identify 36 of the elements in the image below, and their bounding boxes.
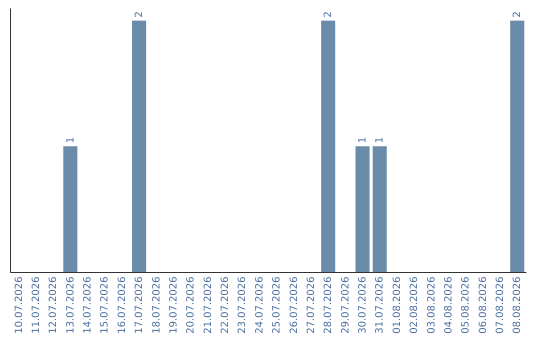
x-tick-label: 26.07.2026 (288, 276, 300, 334)
x-tick-label: 03.08.2026 (426, 276, 438, 334)
x-tick-label: 10.07.2026 (14, 276, 25, 334)
x-tick-label: 13.07.2026 (65, 276, 76, 334)
x-tick-label: 12.07.2026 (48, 276, 60, 334)
x-tick-label: 02.08.2026 (409, 276, 420, 334)
data-label: 2 (323, 11, 334, 18)
x-tick-label: 27.07.2026 (306, 276, 317, 334)
x-tick-label: 20.07.2026 (186, 276, 197, 334)
x-tick-label: 30.07.2026 (358, 276, 369, 334)
x-tick-label: 06.08.2026 (478, 276, 489, 334)
x-tick-label: 29.07.2026 (340, 276, 352, 334)
x-tick-label: 28.07.2026 (323, 276, 334, 334)
x-tick-label: 24.07.2026 (254, 276, 266, 334)
x-tick-label: 17.07.2026 (134, 276, 146, 334)
x-tick-label: 16.07.2026 (116, 276, 128, 334)
x-tick-label: 18.07.2026 (151, 276, 162, 334)
x-tick-label: 08.08.2026 (512, 276, 524, 334)
x-tick-label: 04.08.2026 (443, 276, 454, 334)
data-label: 1 (65, 136, 76, 144)
x-tick-label: 21.07.2026 (202, 276, 214, 334)
x-tick-label: 31.07.2026 (374, 276, 386, 334)
data-label: 1 (358, 136, 369, 144)
x-tick-label: 01.08.2026 (392, 276, 403, 334)
x-tick-label: 19.07.2026 (168, 276, 180, 334)
x-tick-label: 22.07.2026 (220, 276, 232, 334)
x-tick-label: 11.07.2026 (30, 276, 42, 334)
data-label: 1 (374, 136, 386, 144)
data-label: 2 (134, 11, 146, 18)
data-label: 2 (512, 11, 524, 18)
x-tick-label: 05.08.2026 (460, 276, 472, 334)
x-tick-label: 23.07.2026 (237, 276, 248, 334)
x-tick-label: 07.08.2026 (495, 276, 506, 334)
x-tick-label: 14.07.2026 (82, 276, 94, 334)
x-tick-label: 25.07.2026 (272, 276, 283, 334)
x-tick-label: 15.07.2026 (100, 276, 111, 334)
